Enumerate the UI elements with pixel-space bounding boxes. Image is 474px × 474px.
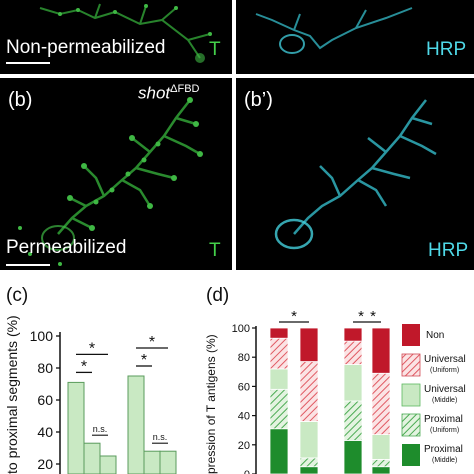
y-tick-label: 20 [238, 440, 250, 452]
scale-bar [6, 264, 50, 266]
genotype-name: shot [138, 83, 171, 103]
ns-label: n.s. [93, 424, 108, 434]
stack-segment [343, 400, 363, 441]
bar [143, 450, 161, 474]
panel-label-b: (b) [8, 89, 33, 111]
stack-segment [299, 466, 319, 474]
legend-swatch-non [402, 324, 420, 346]
y-tick-label: 40 [238, 411, 250, 423]
y-tick-label: 40 [37, 424, 53, 440]
significance-star: * [291, 308, 297, 325]
channel-label-t: T [209, 240, 221, 261]
panel-label-b-prime: (b’) [244, 89, 273, 111]
stack-segment [343, 340, 363, 365]
panel-label-d: (d) [206, 285, 230, 306]
stack-segment [269, 368, 289, 390]
micrograph-a-hrp-channel: HRP [236, 0, 474, 74]
stack-segment [299, 421, 319, 459]
legend-label-universal-uniform: Universal [424, 354, 466, 365]
significance-star: * [149, 334, 155, 351]
chart-d-legend: Non Universal (Uniform) Universal (Middl… [400, 324, 474, 474]
chart-d-y-axis-label: pression of T antigens (%) [204, 334, 218, 474]
legend-sub-universal-uniform: (Uniform) [430, 367, 460, 374]
stack-segment [299, 361, 319, 422]
legend-swatch-universal-middle [401, 383, 421, 407]
y-tick-label: 60 [37, 392, 53, 408]
stack-segment [269, 327, 289, 339]
significance-star: * [89, 340, 95, 357]
channel-label-t: T [209, 39, 221, 60]
micrograph-b-t-channel: (b) shotΔFBD Permeabilized T [0, 78, 232, 270]
neuron-green-image [39, 3, 212, 63]
significance-star: * [81, 358, 87, 375]
stack-segment [269, 388, 289, 430]
chart-d-stacked-bar-chart: 0 20 40 60 80 100 * * * [232, 308, 391, 474]
caption-permeabilized: Permeabilized [6, 237, 127, 258]
neuron-cyan-image [255, 7, 413, 54]
stack-segment [299, 327, 319, 362]
micrograph-b-prime-hrp-channel: (b’) HRP [236, 78, 474, 270]
bar [99, 455, 117, 474]
bar [83, 442, 101, 474]
stack-segment [269, 337, 289, 370]
legend-sub-universal-middle: (Middle) [432, 397, 458, 404]
neuron-cyan-image-permeabilized [274, 99, 437, 250]
chart-c-y-axis-label: to proximal segments (%) [4, 315, 20, 474]
genotype-label: shotΔFBD [138, 84, 200, 102]
legend-swatch-proximal-uniform [401, 413, 421, 437]
legend-sub-proximal-middle: (Middle) [432, 457, 458, 464]
stack-segment [269, 428, 289, 474]
channel-label-hrp: HRP [428, 240, 469, 261]
scale-bar [6, 62, 50, 64]
legend-swatch-proximal-middle [402, 444, 420, 466]
significance-star: * [370, 308, 376, 325]
stack-segment [371, 466, 391, 474]
legend-label-universal-middle: Universal [424, 384, 466, 395]
micrograph-a-t-channel: Non-permeabilized T [0, 0, 232, 74]
channel-label-hrp: HRP [426, 39, 467, 60]
stack-segment [371, 327, 391, 374]
bar [127, 375, 145, 474]
stack-segment [343, 364, 363, 402]
stack-segment [371, 458, 391, 468]
legend-label-proximal-middle: Proximal [424, 444, 463, 455]
bar [159, 450, 177, 474]
significance-star: * [358, 308, 364, 325]
legend-label-non: Non [426, 330, 445, 341]
legend-sub-proximal-uniform: (Uniform) [430, 427, 460, 434]
stack-segment [299, 457, 319, 468]
y-tick-label: 100 [232, 323, 250, 335]
stack-segment [343, 327, 363, 342]
y-tick-label: 60 [238, 381, 250, 393]
significance-star: * [141, 352, 147, 369]
y-tick-label: 100 [30, 328, 54, 344]
genotype-superscript: ΔFBD [170, 83, 200, 95]
y-tick-label: 80 [37, 360, 53, 376]
caption-non-permeabilized: Non-permeabilized [6, 37, 166, 58]
legend-label-proximal-uniform: Proximal [424, 414, 463, 425]
stack-segment [371, 434, 391, 460]
bar [67, 381, 85, 474]
y-tick-label: 20 [37, 456, 53, 472]
stack-segment [343, 440, 363, 474]
stack-segment [371, 372, 391, 435]
panel-label-c: (c) [6, 285, 29, 306]
ns-label: n.s. [153, 432, 168, 442]
legend-swatch-universal-uniform [401, 353, 421, 377]
y-tick-label: 0 [244, 469, 250, 474]
neuron-green-image-permeabilized [18, 97, 203, 266]
y-tick-label: 80 [238, 352, 250, 364]
